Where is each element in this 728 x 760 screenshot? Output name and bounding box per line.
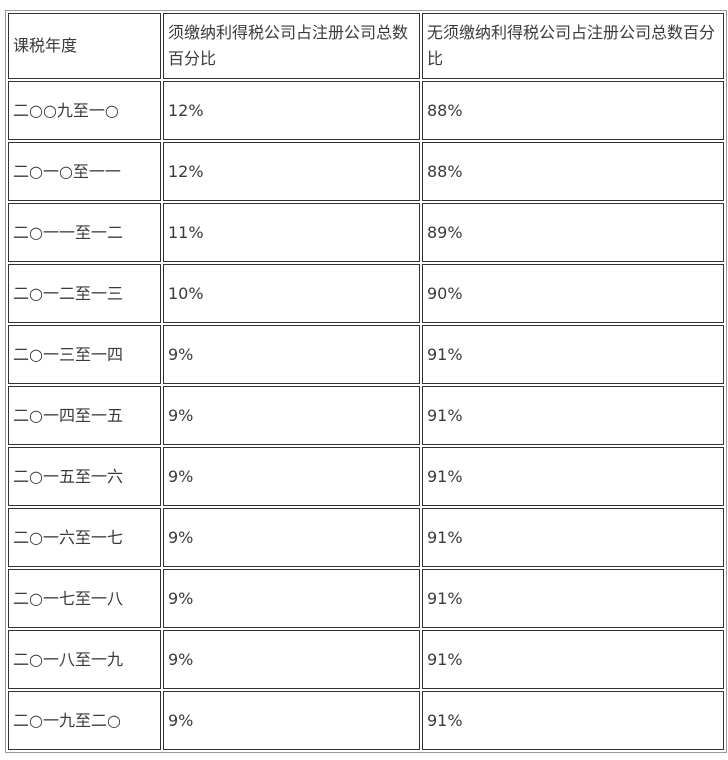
table-row: 二○一四至一五 9% 91%	[8, 386, 724, 445]
cell-non-taxable: 89%	[422, 203, 724, 262]
cell-year: 二○一○至一一	[8, 142, 161, 201]
table-row: 二○一九至二○ 9% 91%	[8, 691, 724, 750]
cell-non-taxable: 91%	[422, 569, 724, 628]
cell-year: 二○一七至一八	[8, 569, 161, 628]
cell-year: 二○一六至一七	[8, 508, 161, 567]
cell-year: 二○○九至一○	[8, 81, 161, 140]
cell-taxable: 9%	[163, 447, 420, 506]
cell-taxable: 9%	[163, 691, 420, 750]
cell-year: 二○一八至一九	[8, 630, 161, 689]
cell-non-taxable: 90%	[422, 264, 724, 323]
cell-non-taxable: 91%	[422, 508, 724, 567]
cell-taxable: 9%	[163, 630, 420, 689]
cell-non-taxable: 88%	[422, 142, 724, 201]
cell-taxable: 11%	[163, 203, 420, 262]
table-row: 二○○九至一○ 12% 88%	[8, 81, 724, 140]
cell-taxable: 9%	[163, 569, 420, 628]
table-row: 二○一二至一三 10% 90%	[8, 264, 724, 323]
cell-taxable: 9%	[163, 386, 420, 445]
table-row: 二○一一至一二 11% 89%	[8, 203, 724, 262]
table-row: 二○一五至一六 9% 91%	[8, 447, 724, 506]
table-row: 二○一六至一七 9% 91%	[8, 508, 724, 567]
cell-taxable: 12%	[163, 81, 420, 140]
cell-non-taxable: 91%	[422, 691, 724, 750]
cell-non-taxable: 91%	[422, 325, 724, 384]
cell-non-taxable: 91%	[422, 447, 724, 506]
header-year: 课税年度	[8, 13, 161, 79]
cell-year: 二○一一至一二	[8, 203, 161, 262]
cell-year: 二○一三至一四	[8, 325, 161, 384]
header-non-taxable: 无须缴纳利得税公司占注册公司总数百分比	[422, 13, 724, 79]
table-row: 二○一八至一九 9% 91%	[8, 630, 724, 689]
table-row: 二○一○至一一 12% 88%	[8, 142, 724, 201]
cell-year: 二○一二至一三	[8, 264, 161, 323]
table-row: 二○一七至一八 9% 91%	[8, 569, 724, 628]
profits-tax-table: 课税年度 须缴纳利得税公司占注册公司总数百分比 无须缴纳利得税公司占注册公司总数…	[5, 10, 727, 753]
cell-taxable: 9%	[163, 325, 420, 384]
cell-taxable: 10%	[163, 264, 420, 323]
cell-taxable: 12%	[163, 142, 420, 201]
cell-year: 二○一九至二○	[8, 691, 161, 750]
cell-non-taxable: 88%	[422, 81, 724, 140]
cell-non-taxable: 91%	[422, 386, 724, 445]
cell-year: 二○一四至一五	[8, 386, 161, 445]
header-taxable: 须缴纳利得税公司占注册公司总数百分比	[163, 13, 420, 79]
cell-year: 二○一五至一六	[8, 447, 161, 506]
table-header-row: 课税年度 须缴纳利得税公司占注册公司总数百分比 无须缴纳利得税公司占注册公司总数…	[8, 13, 724, 79]
cell-taxable: 9%	[163, 508, 420, 567]
cell-non-taxable: 91%	[422, 630, 724, 689]
table-row: 二○一三至一四 9% 91%	[8, 325, 724, 384]
